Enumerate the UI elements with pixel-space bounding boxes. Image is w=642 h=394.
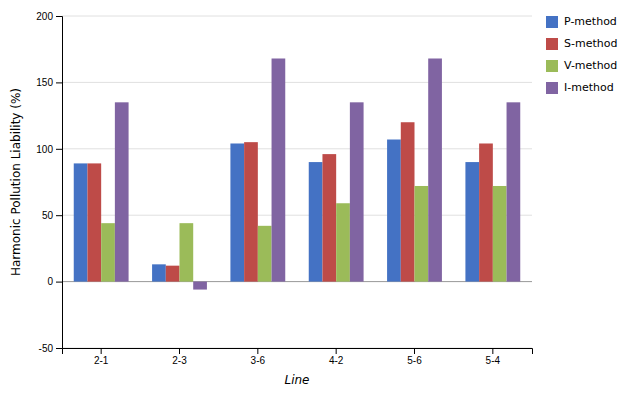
- bar: [336, 203, 350, 281]
- x-tick-label: 5-4: [486, 355, 501, 366]
- bar: [258, 226, 272, 282]
- y-axis-line: [56, 17, 63, 349]
- bar: [166, 266, 180, 282]
- y-axis-title: Harmonic Pollution Liability (%): [9, 88, 23, 276]
- bar: [479, 143, 493, 281]
- bar: [507, 102, 521, 281]
- y-tick-mark: [56, 16, 62, 17]
- x-tick-mark: [101, 348, 102, 354]
- y-tick: 50: [42, 210, 62, 221]
- bar: [493, 186, 507, 282]
- x-axis: 2-1 2-3 3-6 4-2 5-6 5-4: [63, 348, 533, 366]
- bars: [74, 58, 521, 289]
- x-tick-mark: [257, 348, 258, 354]
- bar: [230, 143, 244, 281]
- bar: [244, 142, 258, 281]
- bar: [465, 162, 479, 282]
- y-tick-label: 150: [36, 77, 53, 88]
- bar: [180, 223, 194, 281]
- grid-line: [62, 148, 532, 149]
- legend-swatch: [546, 60, 558, 72]
- x-tick: 5-6: [407, 348, 422, 366]
- y-tick: 0: [47, 276, 62, 287]
- x-axis-title: Line: [284, 373, 309, 387]
- y-tick-label: 50: [42, 210, 54, 221]
- y-tick: -50: [39, 343, 62, 354]
- legend-item: I-method: [546, 81, 614, 94]
- y-tick-label: 0: [47, 276, 53, 287]
- y-tick-mark: [56, 282, 62, 283]
- legend-swatch: [546, 82, 558, 94]
- x-axis-line: [63, 349, 533, 355]
- x-tick-label: 4-2: [329, 355, 344, 366]
- bar: [387, 140, 401, 282]
- legend-swatch: [546, 38, 558, 50]
- y-tick-mark: [56, 149, 62, 150]
- x-tick-label: 5-6: [407, 355, 422, 366]
- x-tick: 4-2: [329, 348, 344, 366]
- chart: -50 0 50 100 150 200 2-1 2-3 3-6 4-2 5-6 5-4 Harmoni…: [0, 0, 642, 394]
- legend-label: I-method: [564, 81, 614, 94]
- x-tick: 3-6: [251, 348, 266, 366]
- grid-line: [62, 281, 532, 282]
- bar: [74, 163, 88, 281]
- legend-swatch: [546, 16, 558, 28]
- x-tick-label: 2-3: [172, 355, 187, 366]
- bar: [101, 223, 115, 281]
- x-tick-mark: [414, 348, 415, 354]
- bar-series: [115, 58, 520, 289]
- bar: [415, 186, 429, 282]
- bar: [401, 122, 415, 281]
- grid: [62, 16, 532, 348]
- plot: -50 0 50 100 150 200 2-1 2-3 3-6 4-2 5-6 5-4: [36, 11, 532, 366]
- legend-label: S-method: [564, 37, 617, 50]
- bar: [87, 163, 101, 281]
- y-tick-label: -50: [39, 343, 54, 354]
- y-tick: 200: [36, 11, 62, 22]
- legend: P-method S-method V-method I-method: [546, 15, 617, 94]
- x-tick: 5-4: [486, 348, 501, 366]
- y-tick-mark: [56, 215, 62, 216]
- legend-label: P-method: [564, 15, 617, 28]
- x-tick-mark: [336, 348, 337, 354]
- bar: [322, 154, 336, 281]
- bar: [309, 162, 323, 282]
- grid-line: [62, 215, 532, 216]
- y-tick-label: 200: [36, 11, 53, 22]
- bar: [115, 102, 129, 281]
- legend-item: P-method: [546, 15, 617, 28]
- bar: [193, 282, 207, 290]
- x-tick-mark: [492, 348, 493, 354]
- legend-item: V-method: [546, 59, 617, 72]
- x-tick: 2-1: [94, 348, 109, 366]
- grid-line: [62, 82, 532, 83]
- y-tick-mark: [56, 348, 62, 349]
- legend-label: V-method: [564, 59, 617, 72]
- bar: [272, 58, 286, 281]
- x-tick-label: 3-6: [251, 355, 266, 366]
- x-tick-mark: [179, 348, 180, 354]
- bar-series: [101, 186, 506, 282]
- x-tick-label: 2-1: [94, 355, 109, 366]
- legend-item: S-method: [546, 37, 617, 50]
- bar: [350, 102, 364, 281]
- y-tick: 100: [36, 144, 62, 155]
- y-tick-mark: [56, 82, 62, 83]
- y-tick: 150: [36, 77, 62, 88]
- y-tick-label: 100: [36, 144, 53, 155]
- x-tick: 2-3: [172, 348, 187, 366]
- grid-line: [62, 16, 532, 17]
- bar: [152, 264, 166, 281]
- bar: [428, 58, 442, 281]
- y-axis: -50 0 50 100 150 200: [36, 11, 62, 354]
